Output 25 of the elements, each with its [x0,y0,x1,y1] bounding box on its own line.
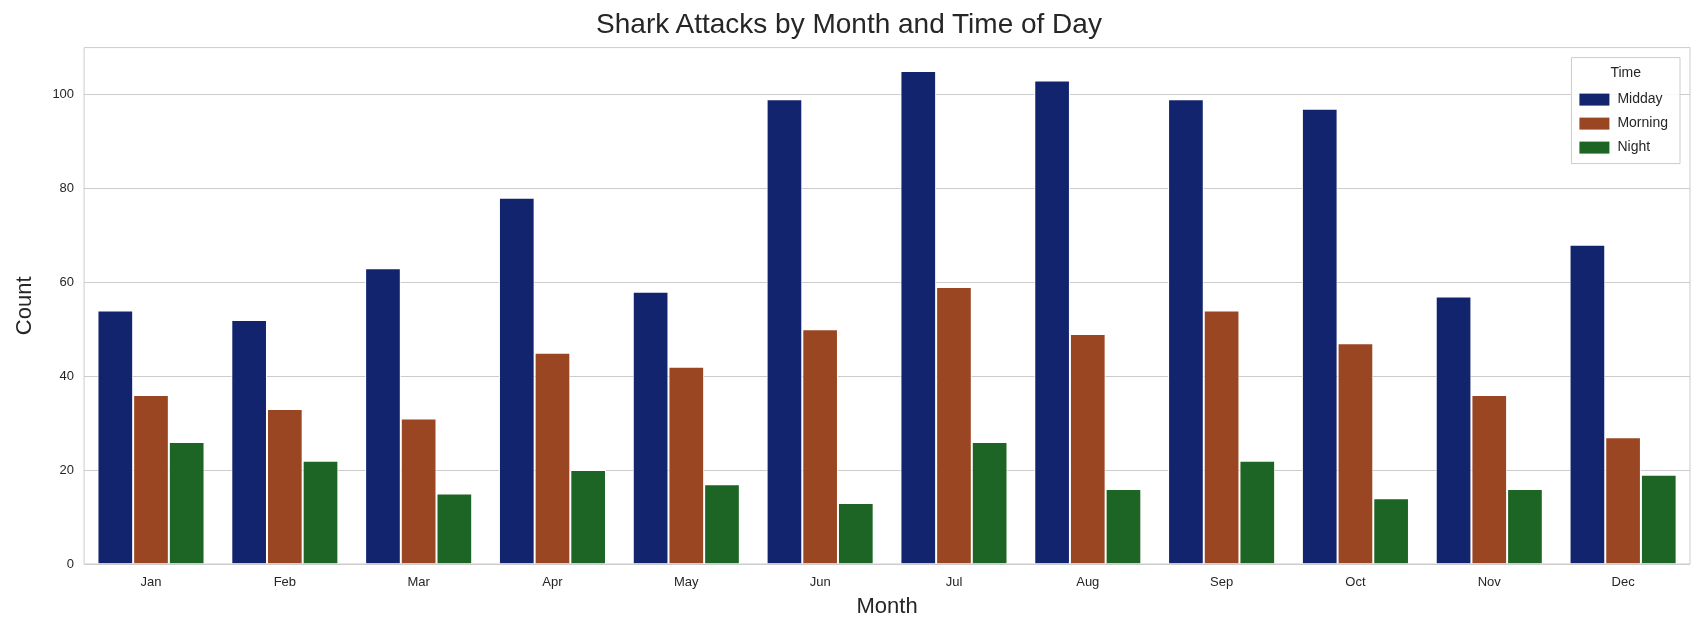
y-tick-label: 100 [52,86,75,102]
y-axis-title: Count [11,276,37,336]
x-axis-title: Month [856,592,918,618]
x-tick-label: Oct [1345,574,1366,590]
y-tick-label: 60 [59,273,75,289]
y-tick-label: 20 [59,461,75,477]
x-tick-label: Sep [1210,574,1234,590]
x-tick-label: Aug [1076,574,1100,590]
x-tick-label: May [674,574,700,590]
y-tick-label: 0 [66,555,75,571]
x-tick-label: Jul [945,574,963,590]
legend-label: Night [1617,138,1651,155]
x-tick-label: Feb [273,574,297,590]
x-tick-label: Jun [809,574,831,590]
x-tick-label: Dec [1611,574,1636,590]
x-tick-label: Jan [140,574,162,590]
y-tick-label: 80 [59,180,75,196]
x-tick-label: Mar [407,574,431,590]
x-tick-label: Nov [1477,574,1502,590]
x-tick-label: Apr [542,574,564,590]
legend-label: Midday [1617,90,1663,107]
chart-title: Shark Attacks by Month and Time of Day [596,7,1102,39]
legend-label: Morning [1617,114,1669,131]
legend-title: Time [1610,64,1642,81]
y-tick-label: 40 [59,367,75,383]
